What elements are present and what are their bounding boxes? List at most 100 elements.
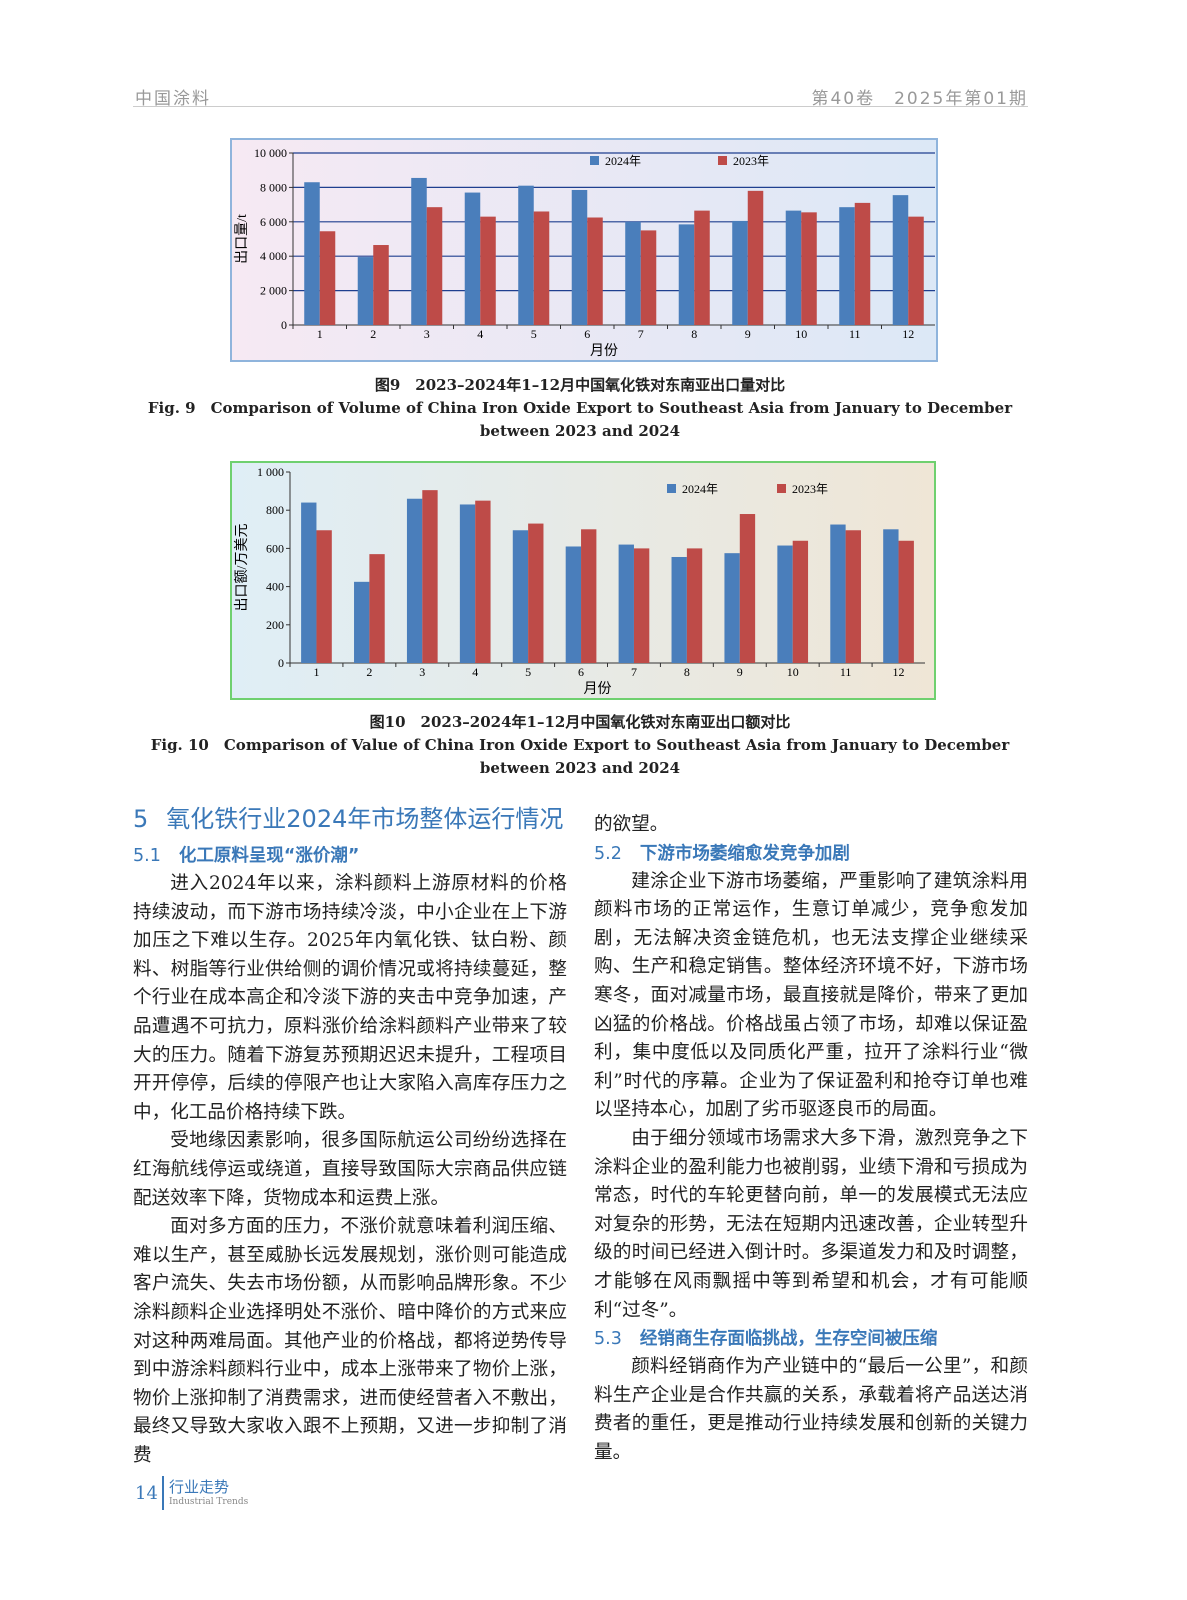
bar	[411, 177, 427, 325]
x-tick-label: 5	[531, 327, 537, 341]
y-tick-label: 10 000	[254, 146, 287, 160]
x-tick-label: 1	[313, 665, 319, 679]
bar	[528, 523, 544, 663]
section-heading: 5 氧化铁行业2024年市场整体运行情况	[133, 804, 567, 834]
bar	[883, 529, 899, 663]
header-rule	[133, 106, 1028, 107]
x-tick-label: 7	[631, 665, 637, 679]
x-tick-label: 5	[525, 665, 531, 679]
bar	[801, 212, 817, 325]
bar	[581, 529, 597, 663]
bar	[565, 546, 582, 663]
legend-swatch	[777, 484, 786, 493]
bar	[792, 540, 809, 663]
subsection-heading: 5.2 下游市场萎缩愈发竞争加剧	[594, 840, 1028, 868]
paragraph: 面对多方面的压力，不涨价就意味着利润压缩、难以生产，甚至威胁长远发展规划，涨价则…	[133, 1216, 567, 1466]
figure-caption: 图10 2023–2024年1–12月中国氧化铁对东南亚出口额对比 Fig. 10…	[140, 711, 1020, 780]
bar	[625, 221, 641, 325]
bar	[777, 545, 793, 663]
y-tick-label: 0	[278, 656, 284, 670]
legend-label: 2023年	[733, 154, 769, 168]
subsection-number: 5.1	[133, 846, 161, 866]
bar	[512, 530, 529, 663]
x-tick-label: 12	[902, 327, 914, 341]
paragraph: 进入2024年以来，涂料颜料上游原材料的价格持续波动，而下游市场持续冷淡，中小企…	[133, 873, 567, 1123]
y-tick-label: 4 000	[260, 249, 287, 263]
issue: 第40卷 2025年第01期	[811, 89, 1028, 109]
page-number: 14	[135, 1483, 158, 1504]
bar	[422, 490, 438, 663]
bar	[671, 556, 687, 663]
bar	[357, 257, 374, 325]
y-tick-label: 400	[266, 580, 284, 594]
bar	[830, 524, 846, 663]
bar	[739, 514, 756, 663]
caption-cn: 图10 2023–2024年1–12月中国氧化铁对东南亚出口额对比	[369, 713, 791, 731]
legend-label: 2024年	[605, 154, 641, 168]
bar	[785, 210, 802, 325]
bar	[373, 245, 389, 325]
subsection-heading: 5.1 化工原料呈现“涨价潮”	[133, 842, 567, 870]
bar	[892, 195, 909, 325]
y-tick-label: 1 000	[257, 465, 284, 479]
x-tick-label: 2	[370, 327, 376, 341]
x-axis-label: 月份	[590, 343, 618, 359]
x-tick-label: 7	[638, 327, 644, 341]
x-tick-label: 11	[840, 665, 852, 679]
bar	[426, 207, 443, 325]
bar	[316, 530, 332, 663]
x-tick-label: 8	[684, 665, 690, 679]
section-title: 氧化铁行业2024年市场整体运行情况	[166, 805, 564, 833]
x-tick-label: 10	[795, 327, 807, 341]
bar	[464, 192, 481, 325]
legend-swatch	[590, 156, 599, 165]
bar	[480, 216, 496, 325]
bar	[406, 498, 423, 663]
y-tick-label: 6 000	[260, 215, 287, 229]
paragraph: 建涂企业下游市场萎缩，严重影响了建筑涂料用颜料市场的正常运作，生意订单减少，竞争…	[594, 870, 1028, 1121]
bar	[618, 544, 634, 663]
bar	[518, 185, 534, 325]
bar	[898, 540, 914, 663]
left-column: 5 氧化铁行业2024年市场整体运行情况 5.1 化工原料呈现“涨价潮” 进入2024…	[133, 804, 567, 1470]
bar	[571, 189, 588, 325]
x-tick-label: 9	[745, 327, 751, 341]
bar	[354, 581, 370, 663]
footer-column-en: Industrial Trends	[169, 1497, 249, 1507]
y-axis-label: 出口额/万美元	[234, 524, 250, 612]
subsection-number: 5.3	[594, 1329, 622, 1350]
subsection-heading: 5.3 经销商生存面临挑战，生存空间被压缩	[594, 1325, 1028, 1353]
bar	[633, 548, 650, 663]
x-tick-label: 2	[366, 665, 372, 679]
x-tick-label: 9	[737, 665, 743, 679]
section-number: 5	[133, 805, 149, 833]
right-column: 的欲望。 5.2 下游市场萎缩愈发竞争加剧 建涂企业下游市场萎缩，严重影响了建筑涂料用…	[594, 811, 1028, 1467]
x-tick-label: 6	[578, 665, 584, 679]
footer-rule	[162, 1476, 164, 1510]
bar	[475, 500, 491, 663]
journal-name: 中国涂料	[135, 89, 211, 109]
bar	[747, 190, 764, 325]
bar	[301, 502, 317, 663]
y-tick-label: 200	[266, 618, 284, 632]
y-tick-label: 800	[266, 503, 284, 517]
paragraph: 由于细分领域市场需求大多下滑，激烈竞争之下涂料企业的盈利能力也被削弱，业绩下滑和…	[594, 1127, 1028, 1321]
y-axis-label: 出口量/t	[234, 214, 250, 264]
bar	[678, 224, 695, 325]
x-tick-label: 4	[477, 327, 483, 341]
bar	[640, 230, 657, 325]
x-tick-label: 1	[317, 327, 323, 341]
bar	[533, 211, 550, 325]
bar	[319, 231, 336, 325]
subsection-title: 下游市场萎缩愈发竞争加剧	[639, 843, 850, 864]
paragraph: 受地缘因素影响，很多国际航运公司纷纷选择在红海航线停运或绕道，直接导致国际大宗商…	[133, 1130, 567, 1209]
legend-label: 2024年	[682, 482, 718, 496]
bar	[724, 553, 740, 663]
x-tick-label: 3	[424, 327, 430, 341]
bar	[732, 220, 748, 325]
y-tick-label: 0	[281, 318, 287, 332]
subsection-title: 经销商生存面临挑战，生存空间被压缩	[639, 1329, 938, 1350]
bar	[587, 217, 603, 325]
